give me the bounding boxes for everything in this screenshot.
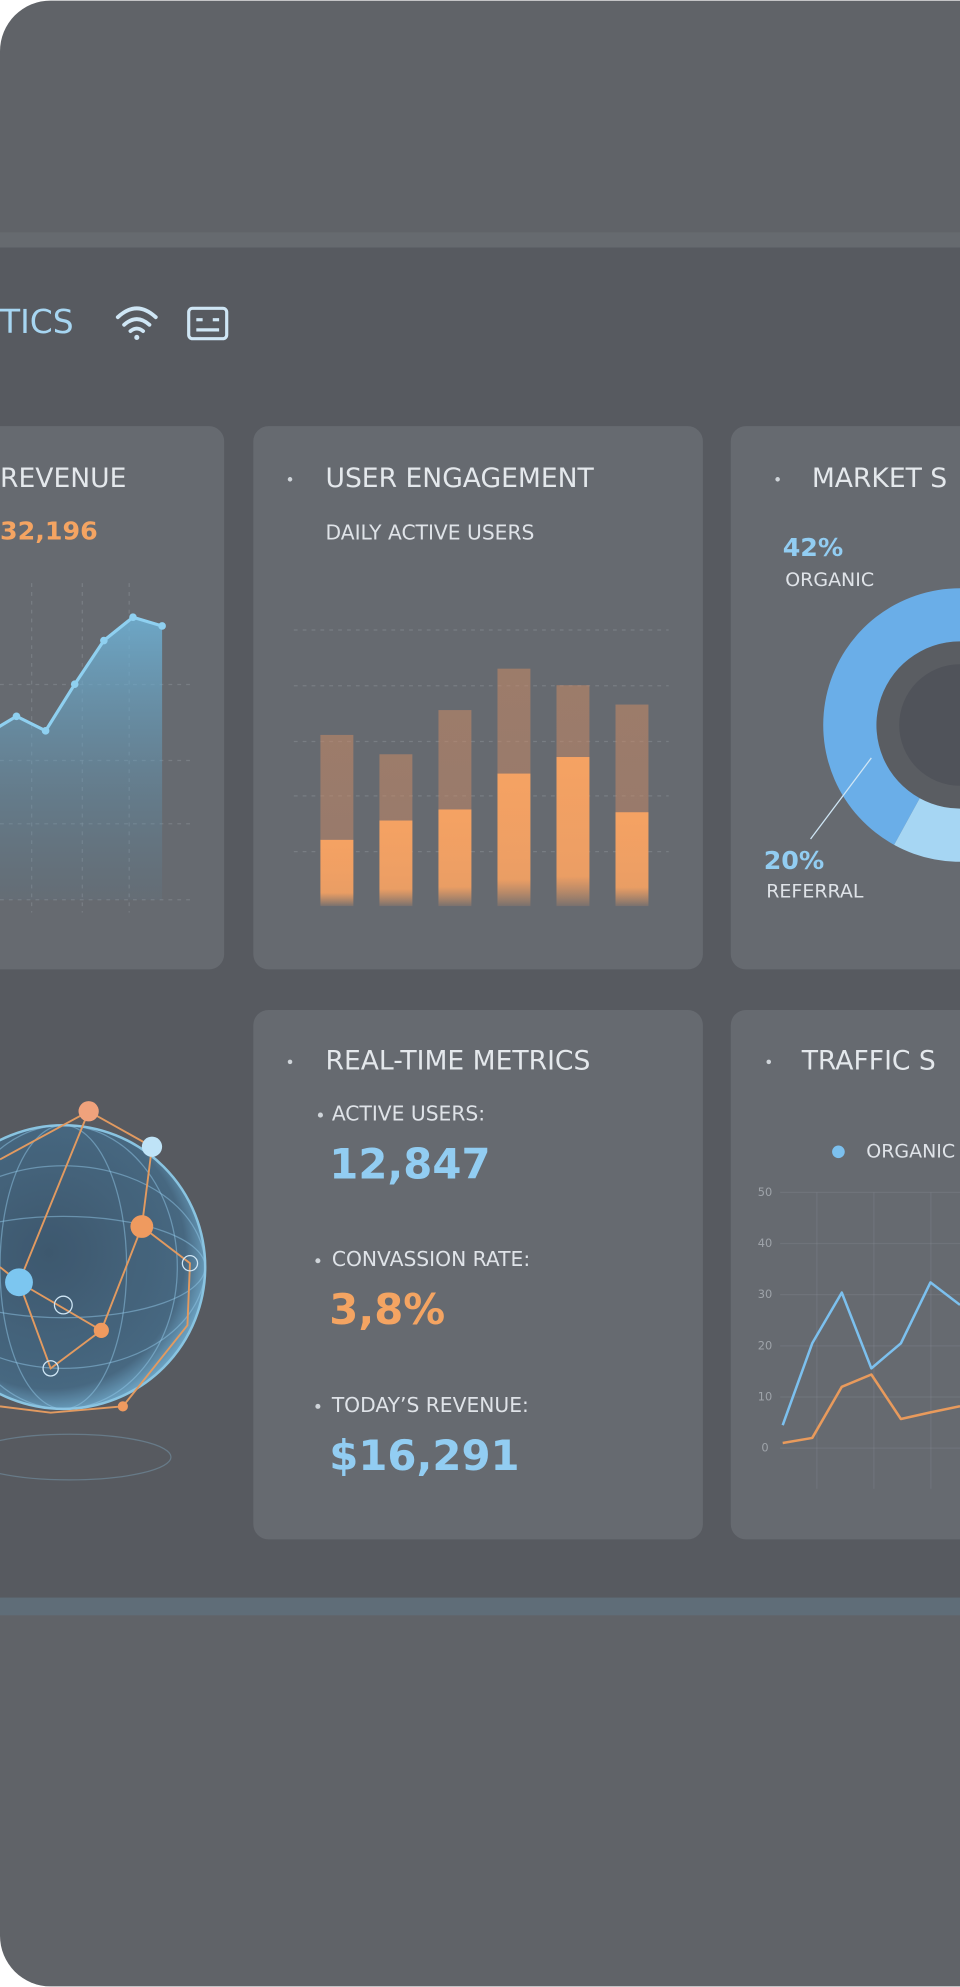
card-title: REVENUE <box>0 463 126 494</box>
line-point <box>41 727 50 735</box>
divider <box>0 232 960 248</box>
bullets <box>287 477 780 1409</box>
card <box>730 1009 960 1540</box>
y-tick-label: 0 <box>761 1441 768 1455</box>
legend-swatch <box>832 1145 845 1159</box>
card <box>253 426 703 970</box>
line-point <box>12 712 21 721</box>
y-tick-label: 10 <box>758 1390 772 1404</box>
card-title: TRAFFIC S <box>801 1045 936 1076</box>
legend-label: ORGANIC <box>866 1140 955 1162</box>
donut-center <box>899 664 960 786</box>
metric-value: $16,291 <box>329 1431 519 1480</box>
bar <box>497 773 531 907</box>
card-title: MARKET S <box>812 463 947 494</box>
card-title: REAL-TIME METRICS <box>325 1045 590 1076</box>
globe <box>0 1101 207 1481</box>
keyboard-icon[interactable] <box>187 306 229 341</box>
share-value: 42% <box>783 532 844 562</box>
divider <box>0 1597 960 1616</box>
traffic-line <box>781 1281 960 1426</box>
metric-label: CONVASSION RATE: <box>332 1247 530 1271</box>
y-tick-label: 30 <box>758 1287 772 1301</box>
bar <box>320 839 354 907</box>
card-subtitle: DAILY ACTIVE USERS <box>325 520 534 544</box>
line-point <box>129 613 137 622</box>
donut-segment <box>894 798 960 862</box>
line-point <box>70 680 79 689</box>
metric-value: 12,847 <box>329 1140 490 1189</box>
revenue-total: 32,196 <box>0 515 98 545</box>
y-tick-label: 50 <box>758 1185 772 1199</box>
wifi-icon[interactable] <box>115 306 158 340</box>
app-title: TICS <box>0 302 74 341</box>
card <box>253 1009 703 1540</box>
line-point <box>158 622 166 630</box>
share-value: 20% <box>764 845 825 875</box>
y-tick-label: 40 <box>758 1236 772 1250</box>
leader-line <box>810 757 872 840</box>
line-point <box>100 636 108 645</box>
revenue-area <box>0 617 163 900</box>
share-label: REFERRAL <box>766 881 864 903</box>
bar <box>379 820 413 907</box>
metric-value: 3,8% <box>329 1285 445 1334</box>
metric-label: ACTIVE USERS: <box>332 1102 485 1126</box>
donut-segment <box>823 588 960 845</box>
bar <box>438 809 472 907</box>
bar <box>615 812 649 907</box>
share-label: ORGANIC <box>785 569 874 591</box>
card-title: USER ENGAGEMENT <box>325 463 594 494</box>
bar <box>556 757 590 907</box>
metric-label: TODAY’S REVENUE: <box>331 1393 529 1417</box>
y-tick-label: 20 <box>758 1338 772 1352</box>
traffic-line <box>782 1373 960 1445</box>
